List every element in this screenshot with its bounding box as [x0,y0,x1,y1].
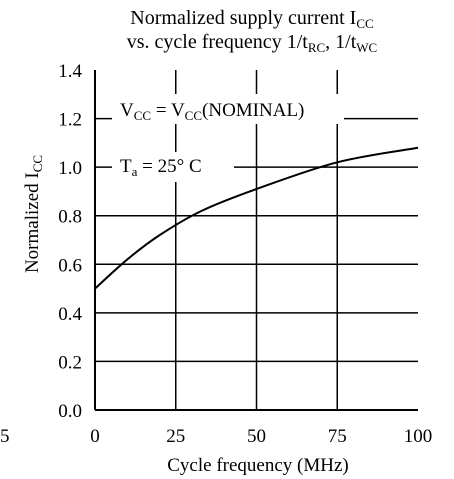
y-tick-label: 0.6 [58,255,82,276]
y-tick-label: 1.2 [58,110,82,131]
y-tick-label: 1.4 [58,61,82,82]
x-tick-label: 100 [404,426,433,447]
ta-annotation-bg [112,152,234,182]
vcc-annotation: VCC = VCC(NOMINAL) [120,100,304,123]
ta-annotation: Ta = 25° C [120,156,202,179]
vcc-annotation-bg [112,94,344,124]
y-axis-label: Normalized ICC [22,155,45,273]
stray-label: 5 [0,426,10,447]
chart-title-line2: vs. cycle frequency 1/tRC, 1/tWC [127,31,377,55]
x-tick-labels: 0 25 50 75 100 [90,426,432,447]
series-line [94,146,419,290]
y-tick-labels: 0.0 0.2 0.4 0.6 0.8 1.0 1.2 1.4 [58,61,82,422]
x-tick-label: 25 [166,426,185,447]
y-tick-label: 0.8 [58,207,82,228]
x-tick-label: 50 [247,426,266,447]
y-tick-label: 0.4 [58,304,82,325]
x-tick-label: 75 [328,426,347,447]
y-tick-label: 0.0 [58,401,82,422]
x-tick-label: 0 [90,426,100,447]
y-tick-label: 1.0 [58,158,82,179]
y-tick-label: 0.2 [58,352,82,373]
x-axis-label: Cycle frequency (MHz) [167,455,348,476]
chart-title-line1: Normalized supply current ICC [130,7,373,31]
